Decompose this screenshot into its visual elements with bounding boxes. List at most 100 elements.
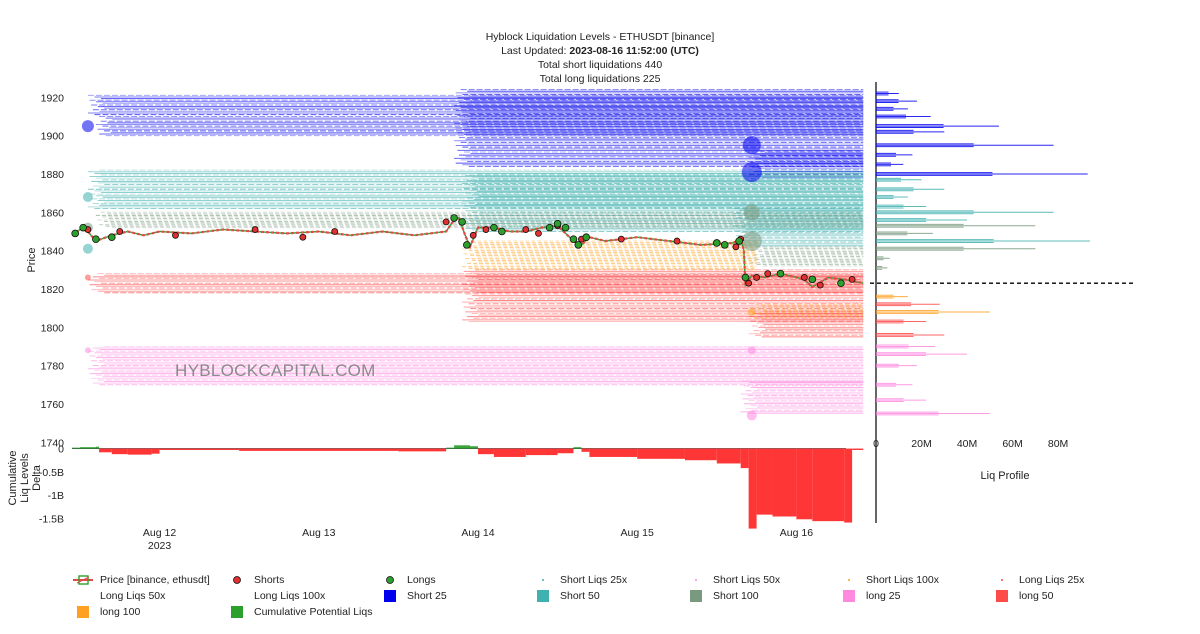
long-marker — [712, 239, 721, 247]
long-marker — [569, 235, 578, 243]
legend-label: Long Liqs 50x — [100, 590, 166, 603]
long-marker — [808, 275, 817, 284]
liq-bubble — [82, 243, 93, 254]
liq-band-group-long-50 — [87, 269, 864, 338]
delta-bar — [127, 448, 152, 455]
short-marker — [442, 218, 450, 226]
legend-symbol — [838, 574, 860, 586]
profile-x-tick-label: 20M — [911, 438, 931, 450]
delta-y-tick-label: -0.5B — [39, 467, 64, 479]
legend-symbol — [72, 606, 94, 619]
short-marker — [522, 226, 530, 233]
liq-band-group-long-25 — [87, 345, 864, 415]
y-axis-label: Price — [26, 247, 38, 272]
delta-bar — [159, 448, 240, 450]
long-marker — [735, 237, 743, 245]
legend-label: long 100 — [100, 606, 141, 619]
legend-symbol — [226, 574, 248, 586]
delta-bar — [454, 445, 471, 449]
delta-y-tick-label: -1.5B — [39, 513, 64, 525]
x-tick-label: Aug 16 — [780, 527, 813, 539]
legend-item-s25[interactable]: Short 25 — [379, 589, 447, 603]
delta-bar — [151, 448, 160, 454]
delta-bar — [637, 448, 685, 459]
legend-symbol — [991, 590, 1013, 603]
delta-bar — [99, 448, 112, 453]
liq-bubble — [742, 136, 761, 155]
delta-bar — [557, 448, 574, 454]
delta-y-tick-label: -1B — [48, 490, 64, 502]
long-marker — [553, 220, 562, 228]
x-year-label: 2023 — [148, 540, 172, 552]
delta-bar — [716, 448, 741, 464]
y-tick-label: 1760 — [41, 399, 65, 411]
short-marker — [299, 233, 307, 241]
legend-item-ll50[interactable]: Long Liqs 50x — [72, 589, 165, 603]
legend-item-l100[interactable]: long 100 — [72, 605, 140, 619]
y-tick-label: 1920 — [41, 92, 65, 104]
legend-item-cum[interactable]: Cumulative Potential Liqs — [226, 605, 372, 619]
liq-bubble — [747, 307, 756, 316]
delta-bar — [493, 448, 526, 457]
liq-bubble — [743, 204, 760, 221]
delta-bar — [72, 447, 80, 449]
price-line-up — [71, 217, 864, 288]
legend-item-price[interactable]: Price [binance, ethusdt] — [72, 573, 210, 587]
long-marker — [837, 279, 845, 288]
profile-x-axis-label: Liq Profile — [981, 470, 1030, 482]
y-tick-label: 1780 — [41, 361, 65, 373]
chart-title: Hyblock Liquidation Levels - ETHUSDT [bi… — [485, 31, 715, 43]
delta-bar — [796, 448, 813, 520]
profile-x-tick-label: 60M — [1002, 438, 1022, 450]
legend-item-shorts[interactable]: Shorts — [226, 573, 284, 587]
delta-bar — [684, 448, 717, 461]
legend-item-ll100[interactable]: Long Liqs 100x — [226, 589, 325, 603]
delta-bar — [525, 448, 558, 456]
long-marker — [92, 235, 100, 243]
short-marker — [331, 228, 339, 235]
legend-label: Short 25 — [407, 590, 447, 603]
legend-item-sl50[interactable]: Short Liqs 50x — [685, 573, 780, 587]
legend-label: long 25 — [866, 590, 901, 603]
legend-symbol — [532, 574, 554, 586]
delta-bar — [446, 447, 455, 449]
legend-item-s50[interactable]: Short 50 — [532, 589, 600, 603]
long-marker — [458, 218, 466, 226]
legend-item-longs[interactable]: Longs — [379, 573, 436, 587]
y-tick-label: 1860 — [41, 207, 65, 219]
legend-item-ll25[interactable]: Long Liqs 25x — [991, 573, 1084, 587]
liq-bubble — [84, 347, 91, 354]
delta-bar — [589, 448, 638, 457]
long-marker — [574, 241, 583, 249]
short-marker — [469, 231, 477, 239]
short-marker — [482, 226, 490, 233]
delta-bar — [239, 448, 399, 451]
liq-band-group-short-25 — [87, 89, 864, 179]
short-marker — [848, 275, 856, 283]
legend-symbol — [838, 590, 860, 603]
liq-bubble — [81, 120, 94, 133]
y-tick-label: 1800 — [41, 322, 65, 334]
chart-header: Hyblock Liquidation Levels - ETHUSDT [bi… — [0, 30, 1200, 86]
delta-bar — [852, 448, 864, 450]
long-marker — [498, 227, 506, 236]
legend-symbol — [685, 590, 707, 603]
legend-label: Shorts — [254, 574, 285, 587]
legend-label: Short 50 — [560, 590, 600, 603]
liq-bubble — [741, 231, 762, 252]
profile-x-tick-label: 40M — [957, 438, 977, 450]
legend-symbol — [226, 606, 248, 619]
delta-bar — [581, 448, 590, 452]
liq-bubble — [746, 410, 757, 421]
long-marker — [776, 269, 785, 278]
long-marker — [741, 273, 750, 282]
legend-item-s100[interactable]: Short 100 — [685, 589, 759, 603]
liq-bubble — [747, 346, 756, 355]
legend-item-sl25[interactable]: Short Liqs 25x — [532, 573, 627, 587]
legend-item-l50[interactable]: long 50 — [991, 589, 1053, 603]
legend-item-sl100[interactable]: Short Liqs 100x — [838, 573, 939, 587]
delta-bar — [573, 447, 582, 449]
watermark: HYBLOCKCAPITAL.COM — [175, 361, 376, 380]
legend-item-l25[interactable]: long 25 — [838, 589, 900, 603]
